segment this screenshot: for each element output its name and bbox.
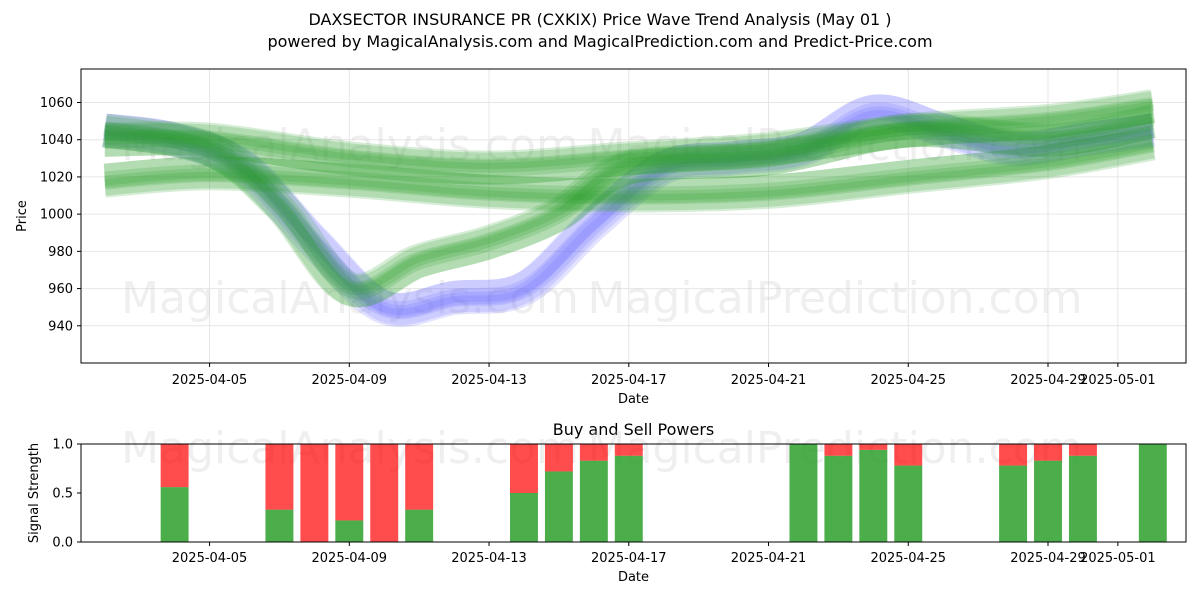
wave-band-green [103, 106, 1155, 296]
y-tick-label: 0.0 [52, 536, 73, 551]
wave-band-green [104, 97, 1155, 185]
wave-band-green [104, 101, 1154, 177]
x-tick-label: 2025-04-29 [1010, 551, 1086, 566]
wave-bands [101, 89, 1157, 328]
y-axis-label: Signal Strength [27, 443, 42, 543]
sell-bar [405, 444, 434, 510]
sell-bar [999, 444, 1028, 466]
wave-band-green [104, 98, 1154, 170]
sell-bar [335, 444, 364, 521]
buy-bar [789, 444, 818, 542]
watermark-text: MagicalAnalysis.com [121, 273, 579, 324]
wave-band-green [103, 126, 1156, 213]
x-tick-label: 2025-04-05 [172, 373, 248, 388]
sell-bar [894, 444, 923, 466]
sell-bar [1034, 444, 1062, 461]
x-tick-label: 2025-04-09 [312, 373, 388, 388]
buy-bar [614, 455, 643, 542]
buy-bar [510, 493, 538, 542]
sell-bar [370, 444, 399, 542]
sell-bar [160, 444, 189, 488]
price-plot: MagicalAnalysis.com MagicalPrediction.com… [15, 68, 1187, 407]
x-tick-label: 2025-05-01 [1080, 551, 1156, 566]
wave-band-green [104, 138, 1155, 211]
watermark-text: MagicalAnalysis.com [121, 120, 579, 171]
wave-band-green [102, 112, 1156, 308]
wave-band-blue [103, 102, 1154, 316]
buy-bar [160, 487, 189, 542]
sell-bar [614, 444, 643, 456]
wave-band-blue [103, 94, 1155, 320]
sell-bar [1068, 444, 1097, 456]
wave-band-green [103, 116, 1155, 300]
sell-bar [265, 444, 294, 510]
wave-band-green [101, 104, 1157, 308]
chart-title: DAXSECTOR INSURANCE PR (CXKIX) Price Wav… [308, 10, 891, 29]
x-tick-label: 2025-04-29 [1010, 373, 1086, 388]
y-tick-label: 1020 [40, 170, 73, 185]
x-tick-label: 2025-04-25 [870, 373, 946, 388]
plot-frame [80, 68, 1187, 364]
y-axis-label: Price [15, 200, 30, 232]
wave-band-green [103, 126, 1156, 205]
y-tick-label: 0.5 [52, 487, 73, 502]
watermark-text: MagicalPrediction.com [588, 273, 1083, 324]
y-tick-label: 1040 [40, 133, 73, 148]
x-tick-label: 2025-04-05 [172, 551, 248, 566]
x-tick-label: 2025-04-13 [451, 373, 527, 388]
watermark-group: MagicalAnalysis.com MagicalPrediction.com… [121, 120, 1082, 324]
buy-bar [1138, 444, 1167, 542]
sell-bar [300, 444, 329, 542]
y-tick-label: 1.0 [52, 438, 73, 453]
x-axis-label: Date [618, 392, 649, 407]
x-tick-label: 2025-04-21 [731, 551, 807, 566]
buy-bar [405, 509, 434, 542]
sell-bar [579, 444, 608, 461]
x-tick-label: 2025-04-25 [870, 551, 946, 566]
x-tick-label: 2025-04-09 [312, 551, 388, 566]
chart-subtitle: powered by MagicalAnalysis.com and Magic… [267, 32, 932, 51]
sell-bar [510, 444, 538, 493]
signal-title: Buy and Sell Powers [553, 420, 715, 439]
buy-bar [999, 465, 1028, 542]
buy-bar [335, 520, 364, 542]
y-tick-label: 940 [48, 319, 73, 334]
x-tick-label: 2025-05-01 [1080, 373, 1156, 388]
y-tick-label: 960 [48, 282, 73, 297]
buy-bar [824, 455, 853, 542]
y-tick-label: 980 [48, 245, 73, 260]
x-tick-label: 2025-04-13 [451, 551, 527, 566]
buy-bar [1068, 455, 1097, 542]
wave-band-blue [102, 94, 1156, 328]
watermark-text: MagicalPrediction.com [588, 120, 1083, 171]
wave-band-green [104, 91, 1155, 173]
buy-bar [1034, 460, 1062, 542]
buy-bar [579, 460, 608, 542]
wave-band-blue [103, 106, 1155, 326]
wave-band-green [104, 141, 1154, 203]
y-tick-label: 1000 [40, 208, 73, 223]
buy-bar [894, 465, 923, 542]
wave-band-green [104, 134, 1155, 201]
buy-bar [544, 471, 573, 542]
x-tick-label: 2025-04-17 [591, 551, 667, 566]
buy-bar [859, 449, 888, 542]
sell-bar [824, 444, 853, 456]
wave-band-green [104, 113, 1154, 292]
wave-band-green [104, 89, 1156, 185]
x-tick-label: 2025-04-21 [731, 373, 807, 388]
sell-bar [544, 444, 573, 472]
buy-bar [265, 509, 294, 542]
sell-bar [859, 444, 888, 450]
x-axis-label: Date [618, 570, 649, 585]
x-tick-label: 2025-04-17 [591, 373, 667, 388]
signal-plot: Buy and Sell PowersMagicalAnalysis.comMa… [27, 420, 1187, 585]
y-tick-label: 1060 [40, 96, 73, 111]
wave-band-blue [104, 109, 1154, 318]
